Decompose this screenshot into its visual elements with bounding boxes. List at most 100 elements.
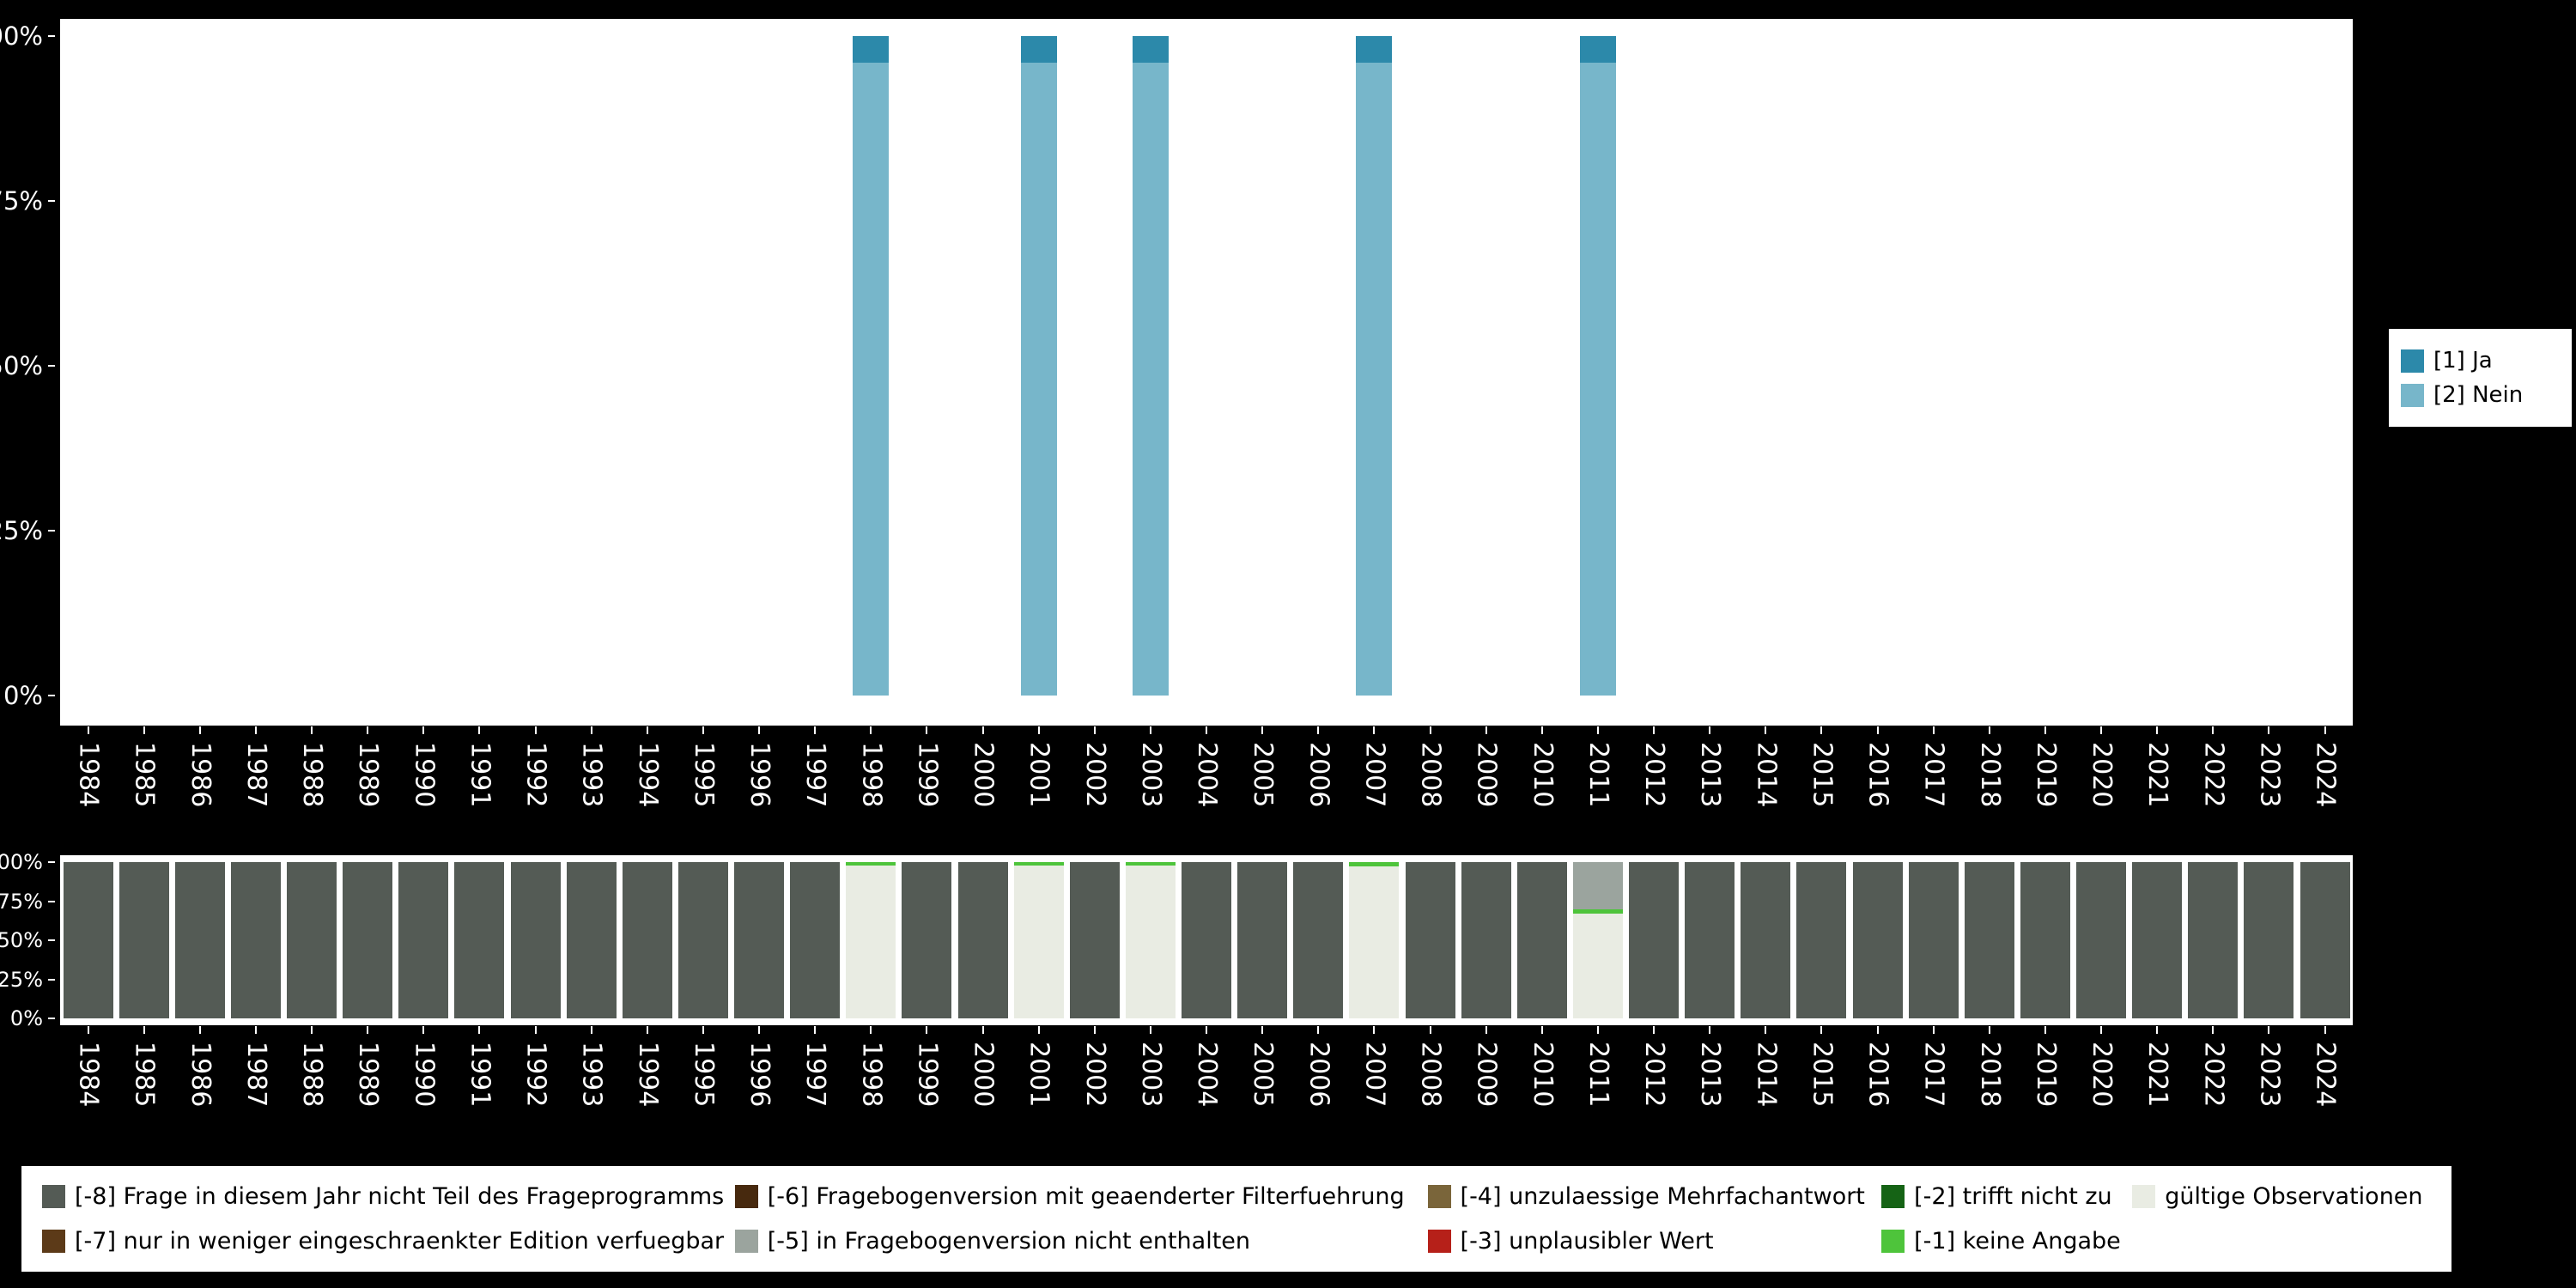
- bar-stack: [2195, 36, 2231, 696]
- bar-cell: [1626, 862, 1682, 1018]
- bar-segment: [398, 862, 449, 1018]
- x-label-cell: 2012: [1626, 1026, 1682, 1129]
- bar-segment: [454, 862, 505, 1018]
- x-label-cell: 2000: [955, 1026, 1011, 1129]
- top-chart-plot: [60, 36, 2353, 696]
- y-axis-tick-label: 50%: [0, 928, 55, 952]
- bar-cell: [2185, 36, 2241, 696]
- bar-cell: [1122, 862, 1178, 1018]
- bar-stack: [1356, 36, 1393, 696]
- x-axis-year-label: 1999: [912, 1042, 943, 1108]
- bar-stack: [574, 36, 610, 696]
- axis-tick: [1485, 726, 1487, 734]
- y-axis-tick-label: 0%: [3, 681, 55, 710]
- x-label-cell: 1987: [228, 1026, 283, 1129]
- bar-stack: [1013, 862, 1064, 1018]
- x-axis-year-label: 1991: [465, 1042, 495, 1108]
- bar-cell: [1626, 36, 1682, 696]
- bar-segment: [1685, 862, 1735, 1018]
- x-axis-year-label: 1998: [856, 1042, 887, 1108]
- axis-tick: [87, 1026, 89, 1034]
- axis-tick: [198, 726, 201, 734]
- x-label-cell: 2014: [1738, 1026, 1794, 1129]
- bar-segment: [1572, 914, 1623, 1018]
- bar-cell: [1794, 862, 1850, 1018]
- bar-cell: [732, 862, 787, 1018]
- x-label-cell: 2014: [1738, 726, 1794, 829]
- bar-cell: [563, 36, 619, 696]
- bar-cell: [1291, 862, 1346, 1018]
- bar-cell: [2241, 36, 2297, 696]
- bar-stack: [2020, 862, 2070, 1018]
- axis-tick: [646, 1026, 648, 1034]
- x-label-cell: 1987: [228, 726, 283, 829]
- bar-segment: [1237, 862, 1288, 1018]
- x-axis-year-label: 1991: [465, 742, 495, 808]
- axis-tick: [1149, 726, 1151, 734]
- x-axis-year-label: 1997: [800, 1042, 831, 1108]
- x-axis-year-label: 2001: [1024, 1042, 1054, 1108]
- x-label-cell: 1991: [452, 1026, 507, 1129]
- bar-cell: [340, 36, 396, 696]
- legend-item: [2] Nein: [2401, 382, 2560, 408]
- bar-cell: [116, 862, 172, 1018]
- bar-stack: [1796, 862, 1847, 1018]
- y-axis-tick-label: 75%: [0, 186, 55, 216]
- x-axis-year-label: 2007: [1359, 742, 1390, 808]
- x-label-cell: 2023: [2241, 726, 2297, 829]
- x-axis-year-label: 2019: [2030, 1042, 2061, 1108]
- bar-stack: [1069, 862, 1120, 1018]
- bar-stack: [741, 36, 777, 696]
- bar-cell: [1011, 862, 1066, 1018]
- legend-label: [-3] unplausibler Wert: [1460, 1228, 1714, 1255]
- bar-stack: [1685, 862, 1735, 1018]
- legend-label: [-4] unzulaessige Mehrfachantwort: [1460, 1183, 1865, 1210]
- legend-swatch: [2401, 349, 2424, 373]
- bar-cell: [563, 862, 619, 1018]
- x-axis-year-label: 2012: [1639, 1042, 1670, 1108]
- x-label-cell: 2002: [1066, 726, 1122, 829]
- bar-stack: [2076, 862, 2127, 1018]
- top-chart-y-axis: 100% 75% 50% 25% 0%: [0, 21, 55, 710]
- x-axis-year-label: 2022: [2198, 742, 2229, 808]
- bar-cell: [452, 862, 507, 1018]
- x-axis-year-label: 2009: [1471, 742, 1502, 808]
- x-label-cell: 2003: [1122, 1026, 1178, 1129]
- x-axis-year-label: 2001: [1024, 742, 1054, 808]
- x-axis-year-label: 2002: [1079, 1042, 1110, 1108]
- bar-cell: [732, 36, 787, 696]
- bar-stack: [622, 862, 672, 1018]
- bar-segment: [1461, 862, 1511, 1018]
- bar-stack: [1524, 36, 1560, 696]
- legend-item: [-2] trifft nicht zu: [1881, 1183, 2132, 1210]
- x-axis-year-label: 1986: [185, 742, 216, 808]
- bar-segment: [1579, 62, 1616, 696]
- x-label-cell: 2009: [1458, 726, 1514, 829]
- x-axis-year-label: 2017: [1918, 742, 1949, 808]
- bar-stack: [1237, 862, 1288, 1018]
- x-label-cell: 2005: [1235, 1026, 1291, 1129]
- axis-tick: [981, 1026, 984, 1034]
- bar-segment: [622, 862, 672, 1018]
- bar-stack: [1629, 862, 1680, 1018]
- bar-segment: [2020, 862, 2070, 1018]
- bar-segment: [846, 865, 896, 1018]
- bar-cell: [507, 862, 563, 1018]
- bar-stack: [734, 862, 785, 1018]
- x-label-cell: 2019: [2017, 1026, 2073, 1129]
- x-axis-year-label: 2014: [1751, 1042, 1782, 1108]
- axis-tick: [478, 1026, 481, 1034]
- bar-segment: [510, 862, 561, 1018]
- axis-tick: [2324, 1026, 2326, 1034]
- x-axis-year-label: 1993: [576, 742, 607, 808]
- x-label-cell: 1998: [843, 726, 899, 829]
- x-label-cell: 2017: [1905, 726, 1961, 829]
- legend-column: [-4] unzulaessige Mehrfachantwort [-3] un…: [1427, 1183, 1882, 1255]
- x-axis-year-label: 2000: [968, 742, 999, 808]
- bar-cell: [228, 36, 283, 696]
- x-axis-year-label: 2021: [2142, 1042, 2173, 1108]
- bar-stack: [287, 862, 337, 1018]
- y-axis-tick-label: 25%: [0, 516, 55, 545]
- x-axis-year-label: 1992: [520, 1042, 551, 1108]
- bar-cell: [1458, 36, 1514, 696]
